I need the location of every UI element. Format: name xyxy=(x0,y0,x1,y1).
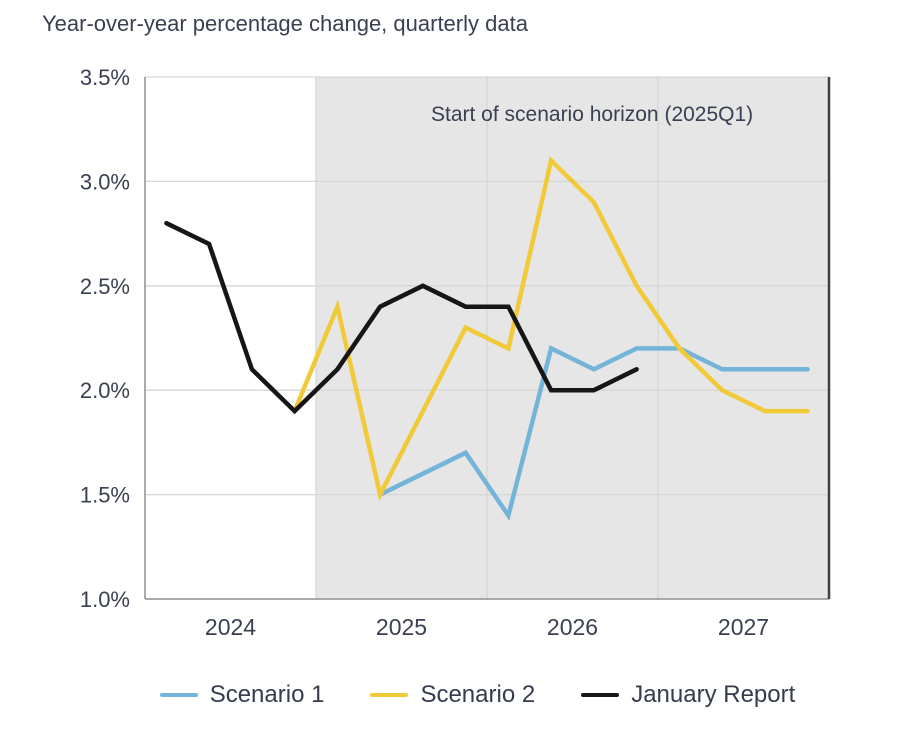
legend-swatch-icon xyxy=(581,693,620,697)
legend-label: Scenario 2 xyxy=(420,681,536,708)
legend-swatch-icon xyxy=(370,693,409,697)
y-tick-label: 3.5% xyxy=(80,65,130,90)
y-tick-label: 2.5% xyxy=(80,274,130,299)
x-tick-label: 2024 xyxy=(205,614,256,640)
x-tick-label: 2027 xyxy=(718,614,769,640)
series-line-scenario-2 xyxy=(292,156,810,502)
legend-label: Scenario 1 xyxy=(209,681,325,708)
legend-swatch-icon xyxy=(159,693,198,697)
line-chart: 3.5% 3.0% 2.5% 2.0% 1.5% 1.0% 2024 2025 2026 2027… xyxy=(80,65,831,640)
y-tick-label: 1.0% xyxy=(80,587,130,612)
x-tick-label: 2026 xyxy=(547,614,598,640)
legend-item-scenario-2: Scenario 2 xyxy=(370,681,535,709)
series-line-january-report xyxy=(164,220,639,415)
y-tick-label: 3.0% xyxy=(80,169,130,194)
chart-title: Year-over-year percentage change, quarte… xyxy=(42,11,528,36)
x-tick-label: 2025 xyxy=(376,614,427,640)
series-line-scenario-1 xyxy=(377,345,810,521)
chart-legend: Scenario 1 Scenario 2 January Report xyxy=(0,681,900,709)
legend-label: January Report xyxy=(631,681,796,708)
legend-item-january-report: January Report xyxy=(581,681,795,709)
y-tick-label: 1.5% xyxy=(80,483,130,508)
legend-item-scenario-1: Scenario 1 xyxy=(159,681,325,709)
scenario-horizon-shading xyxy=(316,77,829,599)
scenario-horizon-annotation: Start of scenario horizon (2025Q1) xyxy=(431,103,753,126)
y-tick-label: 2.0% xyxy=(80,378,130,403)
